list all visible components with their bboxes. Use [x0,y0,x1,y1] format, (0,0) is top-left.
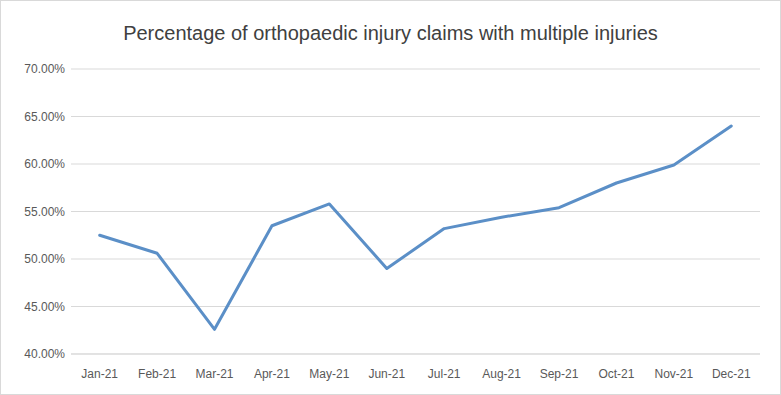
x-axis-line [71,354,760,355]
plot-area [100,126,732,329]
chart-container: Percentage of orthopaedic injury claims … [0,0,781,395]
y-tick-label: 45.00% [24,300,65,314]
x-tick-label: May-21 [309,367,349,381]
grid-line [71,211,760,212]
x-tick-label: Dec-21 [712,367,751,381]
y-tick-label: 50.00% [24,252,65,266]
x-tick-label: Sep-21 [540,367,579,381]
y-tick-label: 65.00% [24,110,65,124]
grid-line [71,354,760,355]
x-tick-label: Apr-21 [254,367,290,381]
y-tick-label: 40.00% [24,347,65,361]
grid-line [71,306,760,307]
x-tick-label: Jun-21 [368,367,405,381]
chart-border [1,1,781,395]
x-tick-label: Nov-21 [655,367,694,381]
y-tick-label: 70.00% [24,62,65,76]
y-tick-label: 55.00% [24,205,65,219]
x-tick-label: Aug-21 [482,367,521,381]
data-line [100,126,732,329]
chart-title: Percentage of orthopaedic injury claims … [123,22,658,44]
grid-line [71,259,760,260]
x-tick-label: Feb-21 [138,367,176,381]
x-tick-label: Jul-21 [428,367,461,381]
x-tick-label: Jan-21 [81,367,118,381]
chart-svg: Percentage of orthopaedic injury claims … [0,0,781,395]
x-tick-label: Oct-21 [598,367,634,381]
x-tick-label: Mar-21 [196,367,234,381]
grid-line [71,116,760,117]
grid-line [71,69,760,70]
grid-line [71,164,760,165]
y-tick-label: 60.00% [24,157,65,171]
